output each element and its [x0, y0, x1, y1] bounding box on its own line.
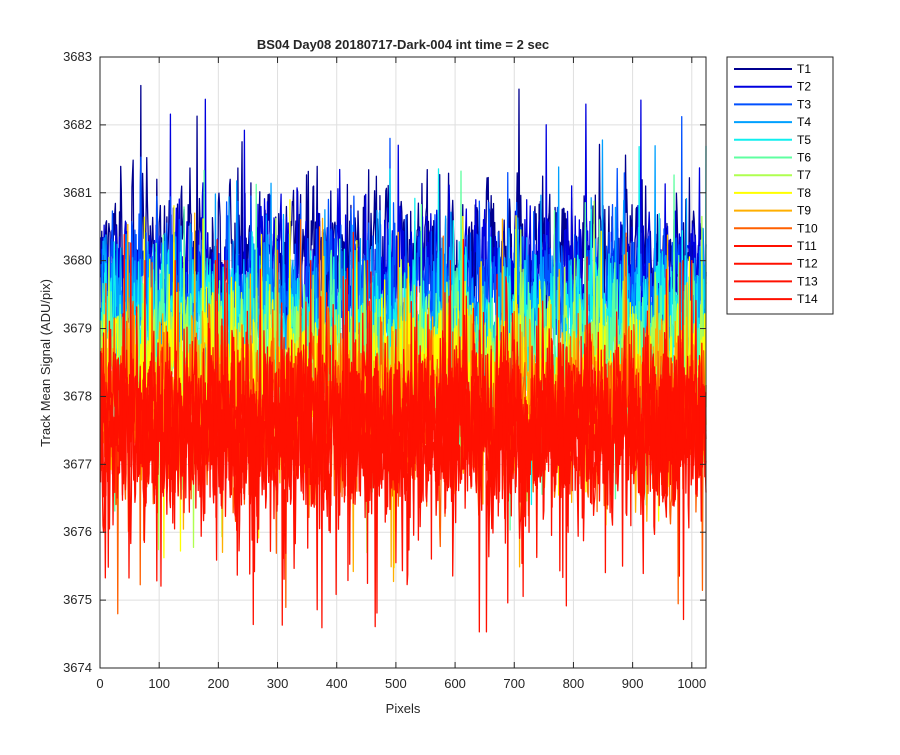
- legend-label-T4: T4: [797, 115, 811, 129]
- legend-label-T7: T7: [797, 168, 811, 182]
- y-tick-label: 3680: [63, 253, 92, 268]
- axis-ticks: 0 100 200 300 400 500 600 700 800 900 1000 3674 3675…: [63, 49, 706, 691]
- y-tick-label: 3682: [63, 117, 92, 132]
- y-tick-label: 3681: [63, 185, 92, 200]
- legend-label-T3: T3: [797, 97, 811, 111]
- legend-label-T5: T5: [797, 133, 811, 147]
- y-axis-label: Track Mean Signal (ADU/pix): [38, 279, 53, 447]
- legend-label-T9: T9: [797, 204, 811, 218]
- y-tick-label: 3675: [63, 592, 92, 607]
- y-tick-label: 3683: [63, 49, 92, 64]
- legend-label-T6: T6: [797, 151, 811, 165]
- legend-label-T11: T11: [797, 239, 817, 253]
- x-tick-label: 800: [563, 676, 585, 691]
- x-tick-label: 400: [326, 676, 348, 691]
- legend-label-T12: T12: [797, 257, 818, 271]
- x-axis-label: Pixels: [386, 701, 421, 716]
- legend-label-T14: T14: [797, 292, 818, 306]
- x-tick-label: 700: [503, 676, 525, 691]
- chart-title: BS04 Day08 20180717-Dark-004 int time = …: [257, 37, 549, 52]
- x-tick-label: 300: [267, 676, 289, 691]
- y-tick-label: 3678: [63, 388, 92, 403]
- legend: T1 T2 T3 T4 T5 T6 T7 T8 T9 T10 T11 T12 T13 T14: [726, 56, 834, 315]
- legend-label-T1: T1: [797, 62, 811, 76]
- plot-area-box: [99, 56, 707, 669]
- legend-box: [726, 56, 834, 315]
- x-tick-label: 200: [208, 676, 230, 691]
- legend-label-T8: T8: [797, 186, 811, 200]
- legend-label-T10: T10: [797, 221, 818, 235]
- y-tick-label: 3676: [63, 524, 92, 539]
- y-tick-label: 3674: [63, 660, 92, 675]
- legend-label-T2: T2: [797, 80, 811, 94]
- x-tick-label: 100: [148, 676, 170, 691]
- y-tick-label: 3679: [63, 321, 92, 336]
- x-tick-label: 900: [622, 676, 644, 691]
- y-tick-label: 3677: [63, 456, 92, 471]
- legend-label-T13: T13: [797, 274, 818, 288]
- x-tick-label: 600: [444, 676, 466, 691]
- x-tick-label: 0: [96, 676, 103, 691]
- legend-entries: T1 T2 T3 T4 T5 T6 T7 T8 T9 T10 T11 T12 T13 T14: [734, 62, 818, 306]
- x-tick-label: 500: [385, 676, 407, 691]
- series-lines: [99, 84, 707, 633]
- x-tick-label: 1000: [677, 676, 706, 691]
- series-line-T14: [99, 260, 707, 633]
